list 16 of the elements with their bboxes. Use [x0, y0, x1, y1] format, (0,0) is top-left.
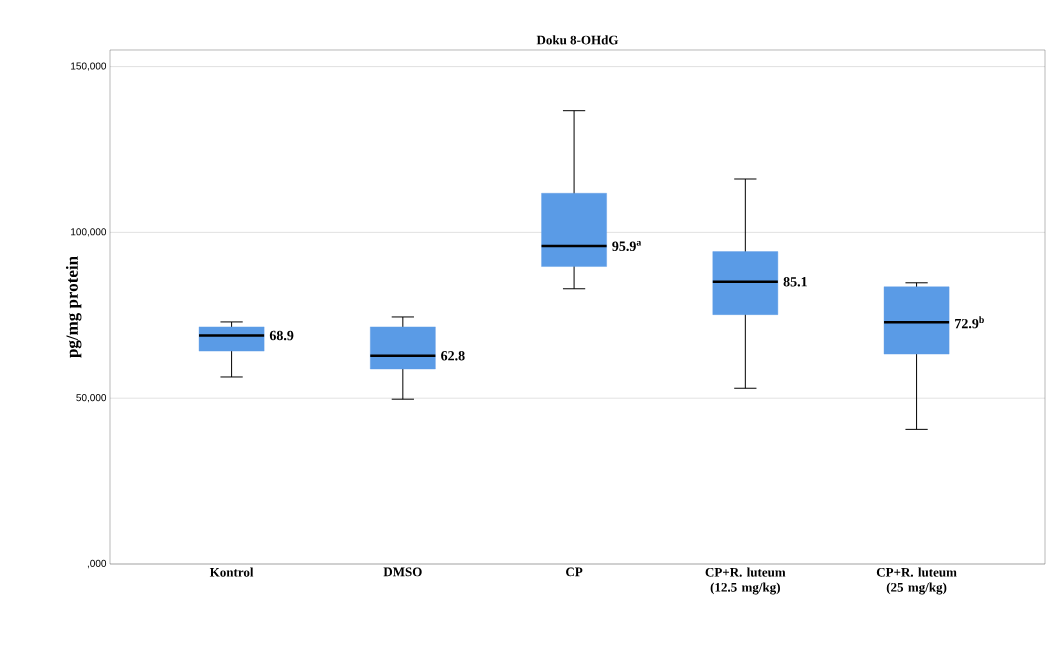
- y-tick-label: 100,000: [71, 228, 107, 237]
- annotation: 68.9: [269, 330, 294, 341]
- x-tick-label: Kontrol: [209, 567, 254, 577]
- y-axis-title: pg/mg protein: [65, 256, 82, 358]
- annotation: 62.8: [441, 350, 465, 361]
- annotation: 72.9$^{b}$: [955, 316, 984, 329]
- y-tick-label: 150,000: [71, 62, 107, 71]
- x-tick-label: CP+R. luteum (12.5 mg/kg): [705, 567, 786, 595]
- y-tick-label: 50,000: [76, 394, 107, 403]
- x-tick-label: DMSO: [383, 567, 422, 577]
- x-tick-label: CP: [566, 567, 583, 577]
- annotation: 95.9$^{a}$: [612, 240, 642, 251]
- annotation: 85.1: [783, 277, 807, 287]
- y-tick-label: ,000: [87, 559, 107, 569]
- chart-title: Doku 8-OHdG: [536, 35, 619, 45]
- x-tick-label: CP+R. luteum (25 mg/kg): [876, 567, 957, 595]
